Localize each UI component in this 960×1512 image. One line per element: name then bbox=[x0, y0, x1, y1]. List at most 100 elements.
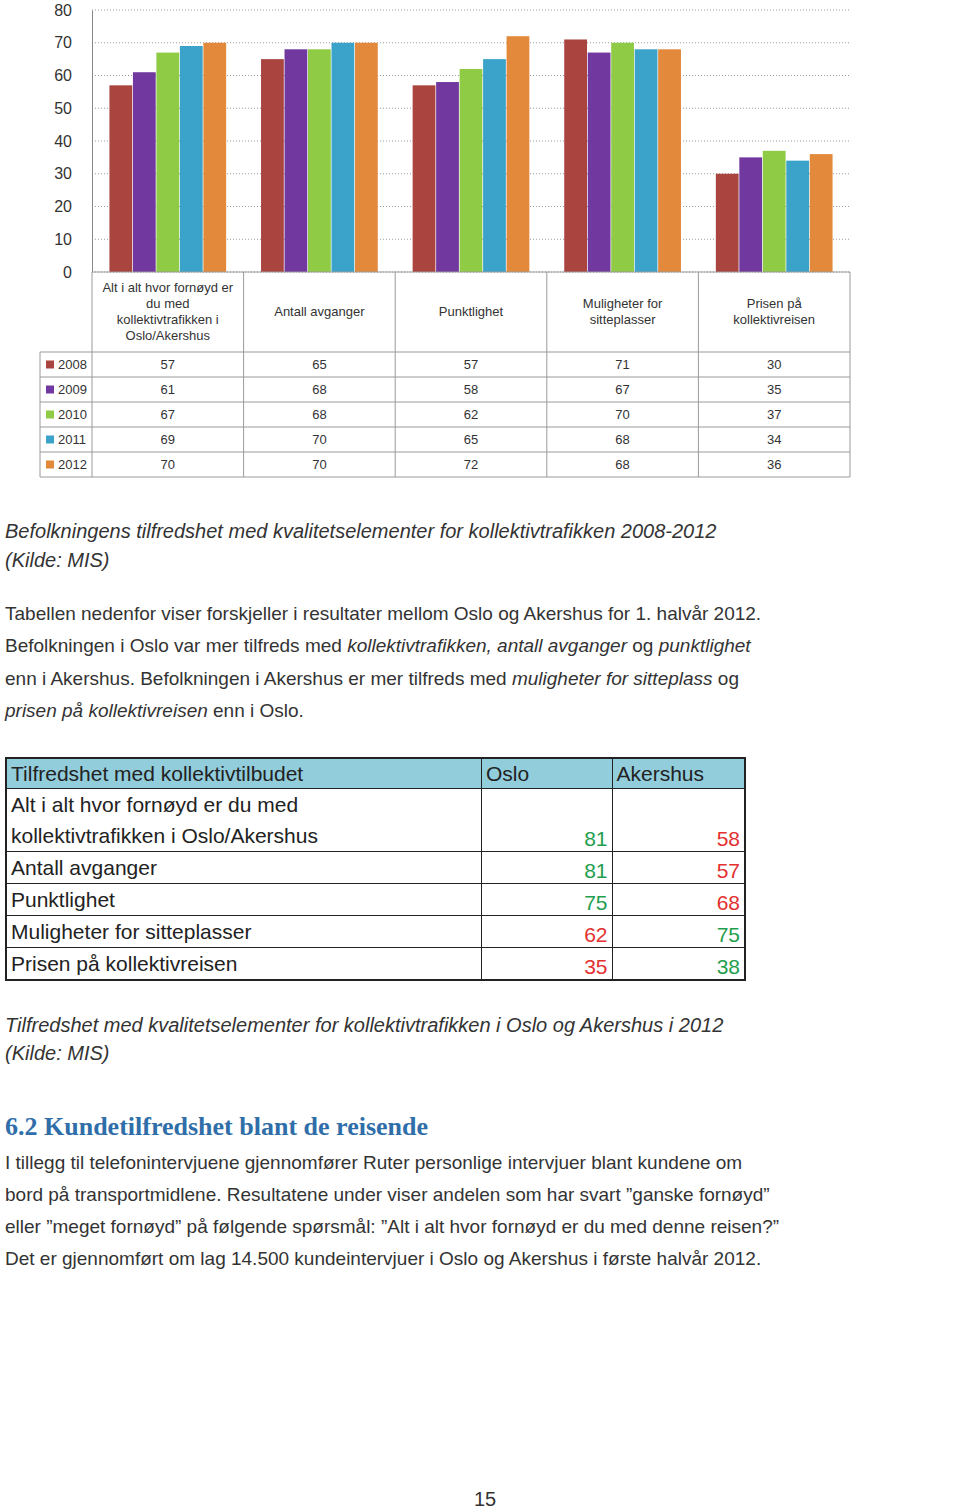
bar bbox=[483, 59, 506, 272]
table-row: Prisen på kollektivreisen3538 bbox=[6, 948, 745, 981]
bar bbox=[739, 157, 762, 272]
body-line: I tillegg til telefonintervjuene gjennom… bbox=[5, 1147, 742, 1179]
tick: 30 bbox=[54, 165, 92, 182]
header-cell: Tilfredshet med kollektivtilbudet bbox=[6, 758, 482, 789]
table-row: Antall avganger8157 bbox=[6, 852, 745, 884]
value: 75 bbox=[584, 891, 607, 914]
row-label: Alt i alt hvor fornøyd er du med kollekt… bbox=[11, 789, 371, 851]
section-number: 6.2 bbox=[5, 1112, 38, 1141]
table-value: 57 bbox=[161, 357, 175, 372]
table-value: 65 bbox=[464, 432, 478, 447]
value-cell: 75 bbox=[482, 884, 612, 916]
tick-label: 0 bbox=[63, 264, 72, 281]
caption-line: (Kilde: MIS) bbox=[5, 546, 109, 575]
table-value: 68 bbox=[312, 382, 326, 397]
tick-label: 20 bbox=[54, 198, 72, 215]
legend-label: 2008 bbox=[58, 357, 87, 372]
value-cell: 35 bbox=[482, 948, 612, 981]
bar bbox=[611, 43, 634, 272]
tick: 20 bbox=[54, 198, 92, 215]
paragraph-line: Tabellen nedenfor viser forskjeller i re… bbox=[5, 598, 761, 630]
value: 75 bbox=[717, 923, 740, 946]
bar bbox=[261, 59, 284, 272]
category-label: Muligheter forsitteplasser bbox=[583, 296, 663, 327]
bar bbox=[716, 174, 739, 272]
legend-label: 2010 bbox=[58, 407, 87, 422]
table-line bbox=[40, 477, 850, 478]
value: 58 bbox=[717, 827, 740, 850]
bar bbox=[786, 161, 809, 272]
value-cell: 81 bbox=[482, 852, 612, 884]
header-text: Akershus bbox=[617, 762, 705, 785]
table-line bbox=[92, 272, 93, 477]
table-row: Punktlighet7568 bbox=[6, 884, 745, 916]
section-heading: 6.2 Kundetilfredshet blant de reisende bbox=[5, 1110, 428, 1144]
bar bbox=[507, 36, 530, 272]
table-line bbox=[40, 352, 41, 477]
category-labels: Alt i alt hvor fornøyd erdu medkollektiv… bbox=[102, 280, 815, 343]
bar bbox=[564, 39, 587, 272]
table-value: 71 bbox=[615, 357, 629, 372]
caption-line: Befolkningens tilfredshet med kvalitetse… bbox=[5, 517, 716, 546]
table-header: Tilfredshet med kollektivtilbudetOsloAke… bbox=[6, 758, 745, 789]
value-cell: 81 bbox=[482, 789, 612, 852]
row-label-cell: Punktlighet bbox=[6, 884, 482, 916]
table-value: 68 bbox=[615, 432, 629, 447]
tick-label: 70 bbox=[54, 34, 72, 51]
bar-series bbox=[180, 43, 809, 272]
page-number: 15 bbox=[474, 1488, 496, 1511]
row-label-cell: Antall avganger bbox=[6, 852, 482, 884]
grid bbox=[92, 10, 850, 272]
table-value: 65 bbox=[312, 357, 326, 372]
header-text: Tilfredshet med kollektivtilbudet bbox=[11, 762, 303, 785]
bar bbox=[109, 85, 132, 272]
value-cell: 75 bbox=[612, 916, 745, 948]
tick-label: 50 bbox=[54, 100, 72, 117]
legend-label: 2009 bbox=[58, 382, 87, 397]
section-title: Kundetilfredshet blant de reisende bbox=[44, 1112, 428, 1141]
bar bbox=[588, 53, 611, 272]
category-label: Alt i alt hvor fornøyd erdu medkollektiv… bbox=[102, 280, 233, 343]
data-table bbox=[40, 272, 850, 477]
table-value: 62 bbox=[464, 407, 478, 422]
table-value: 70 bbox=[312, 457, 326, 472]
table-line bbox=[850, 272, 851, 477]
tick: 80 bbox=[54, 2, 92, 19]
value: 81 bbox=[584, 827, 607, 850]
paragraph-line: enn i Akershus. Befolkningen i Akershus … bbox=[5, 663, 739, 695]
table: Tilfredshet med kollektivtilbudetOsloAke… bbox=[5, 757, 746, 981]
text-run: prisen på kollektivreisen bbox=[5, 700, 208, 721]
bar bbox=[763, 151, 786, 272]
bar-series bbox=[133, 49, 762, 272]
value: 35 bbox=[584, 955, 607, 978]
tick-label: 60 bbox=[54, 67, 72, 84]
bars bbox=[109, 36, 832, 272]
table-value: 61 bbox=[161, 382, 175, 397]
category-label: Prisen påkollektivreisen bbox=[733, 296, 815, 327]
table-value: 72 bbox=[464, 457, 478, 472]
text-run: enn i Oslo. bbox=[208, 700, 304, 721]
y-axis: 01020304050607080 bbox=[54, 2, 92, 281]
table-value: 35 bbox=[767, 382, 781, 397]
table-row: Muligheter for sitteplasser6275 bbox=[6, 916, 745, 948]
body-line: eller ”meget fornøyd” på følgende spørsm… bbox=[5, 1211, 779, 1243]
tick: 70 bbox=[54, 34, 92, 51]
table-value: 68 bbox=[312, 407, 326, 422]
row-label-cell: Muligheter for sitteplasser bbox=[6, 916, 482, 948]
axis-line bbox=[92, 11, 93, 273]
bar bbox=[355, 43, 378, 272]
legend-swatch bbox=[46, 436, 54, 444]
table-value: 67 bbox=[161, 407, 175, 422]
table-value: 34 bbox=[767, 432, 781, 447]
grid-line bbox=[92, 272, 850, 273]
category-label: Punktlighet bbox=[439, 304, 504, 319]
text-run: punktlighet bbox=[659, 635, 751, 656]
row-label: Antall avganger bbox=[11, 852, 371, 883]
text-run: og bbox=[627, 635, 659, 656]
body-line: bord på transportmidlene. Resultatene un… bbox=[5, 1179, 770, 1211]
bar bbox=[810, 154, 833, 272]
table-line bbox=[40, 427, 850, 428]
legend-swatch bbox=[46, 361, 54, 369]
table-line bbox=[40, 402, 850, 403]
tick-label: 30 bbox=[54, 165, 72, 182]
